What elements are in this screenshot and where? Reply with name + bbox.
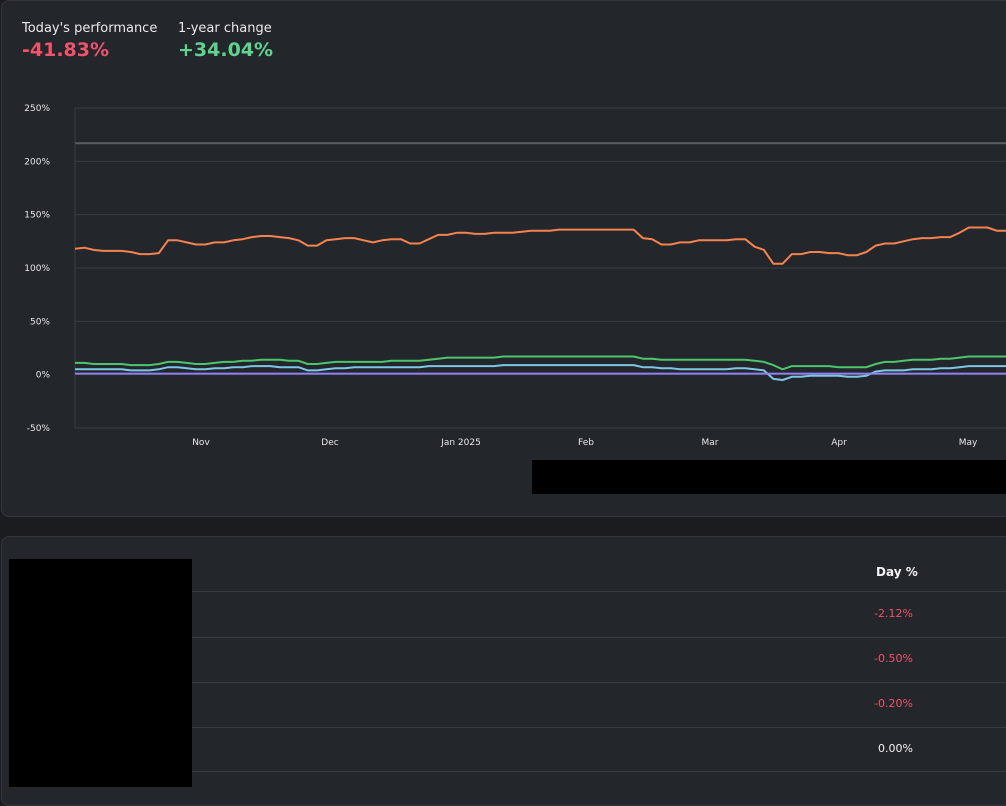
- year-change-value: +34.04%: [178, 39, 274, 61]
- x-tick-label: Feb: [578, 438, 594, 448]
- series-line[interactable]: [75, 355, 1006, 371]
- series-line[interactable]: [75, 364, 1006, 381]
- performance-chart-card: [1, 0, 1006, 517]
- day-pct-cell: -2.12%: [874, 607, 913, 620]
- x-tick-label: Mar: [702, 438, 719, 448]
- line-chart[interactable]: 250% 200% 150% 100% 50% 0% -50% Nov Dec Jan 2025…: [0, 0, 1006, 517]
- y-tick-label: 0%: [36, 371, 51, 381]
- x-axis: Nov Dec Jan 2025 Feb Mar Apr May: [192, 438, 978, 448]
- y-tick-label: 150%: [24, 211, 50, 221]
- y-tick-label: -50%: [27, 424, 51, 434]
- table-divider: [192, 727, 1006, 728]
- x-tick-label: Jan 2025: [440, 438, 481, 448]
- day-pct-column-header[interactable]: Day %: [876, 565, 918, 579]
- day-pct-cell: 0.00%: [878, 742, 913, 755]
- year-change-label: 1-year change: [178, 21, 272, 36]
- table-divider: [192, 771, 1006, 772]
- table-divider: [192, 637, 1006, 638]
- y-tick-label: 200%: [24, 157, 50, 167]
- series-line[interactable]: [74, 226, 1006, 265]
- y-tick-label: 50%: [30, 317, 50, 327]
- table-divider: [192, 682, 1006, 683]
- today-performance: Today's performance -41.83%: [22, 21, 157, 61]
- year-change: 1-year change +34.04%: [178, 21, 273, 61]
- chart-grid: [74, 107, 1006, 429]
- y-axis: 250% 200% 150% 100% 50% 0% -50%: [24, 104, 50, 434]
- today-performance-label: Today's performance: [22, 21, 158, 36]
- x-tick-label: Apr: [831, 438, 847, 448]
- chart-series: [74, 226, 1006, 381]
- x-tick-label: May: [959, 438, 978, 448]
- redacted-names-column: [9, 559, 192, 787]
- y-tick-label: 250%: [24, 104, 50, 114]
- redacted-block: [532, 460, 1006, 494]
- y-tick-label: 100%: [24, 264, 50, 274]
- day-pct-cell: -0.50%: [874, 652, 913, 665]
- today-performance-value: -41.83%: [22, 39, 110, 61]
- day-pct-cell: -0.20%: [874, 697, 913, 710]
- x-tick-label: Dec: [321, 438, 338, 448]
- x-tick-label: Nov: [192, 438, 210, 448]
- table-divider: [192, 591, 1006, 592]
